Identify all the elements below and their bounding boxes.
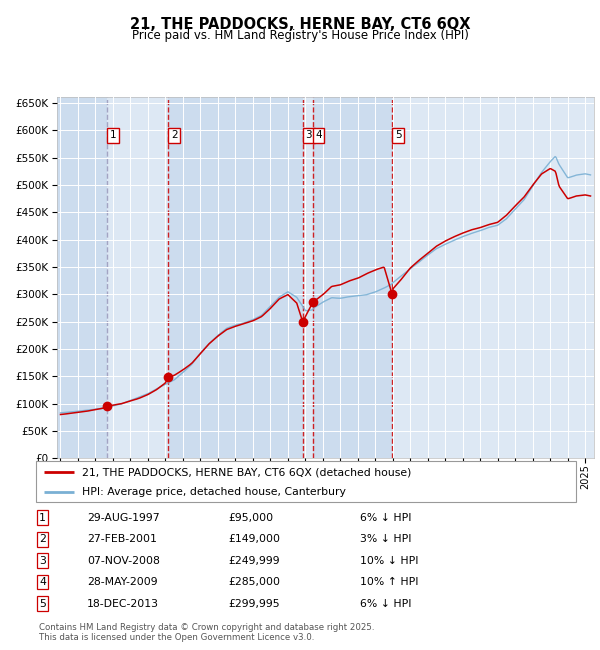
Text: 27-FEB-2001: 27-FEB-2001 xyxy=(87,534,157,544)
Text: £149,000: £149,000 xyxy=(228,534,280,544)
Text: Contains HM Land Registry data © Crown copyright and database right 2025.
This d: Contains HM Land Registry data © Crown c… xyxy=(39,623,374,642)
Bar xyxy=(168,98,303,458)
FancyBboxPatch shape xyxy=(36,462,576,502)
Text: 1: 1 xyxy=(39,513,46,523)
Text: Price paid vs. HM Land Registry's House Price Index (HPI): Price paid vs. HM Land Registry's House … xyxy=(131,29,469,42)
Bar xyxy=(313,98,392,458)
Text: 07-NOV-2008: 07-NOV-2008 xyxy=(87,556,160,566)
Bar xyxy=(107,98,168,458)
Text: 3: 3 xyxy=(39,556,46,566)
Text: 21, THE PADDOCKS, HERNE BAY, CT6 6QX (detached house): 21, THE PADDOCKS, HERNE BAY, CT6 6QX (de… xyxy=(82,467,411,477)
Bar xyxy=(392,98,594,458)
Text: 5: 5 xyxy=(395,131,401,140)
Text: £285,000: £285,000 xyxy=(228,577,280,587)
Text: 4: 4 xyxy=(315,131,322,140)
Text: 10% ↓ HPI: 10% ↓ HPI xyxy=(360,556,419,566)
Text: 3: 3 xyxy=(305,131,312,140)
Text: 1: 1 xyxy=(110,131,116,140)
Text: 6% ↓ HPI: 6% ↓ HPI xyxy=(360,599,412,608)
Bar xyxy=(57,98,107,458)
Text: £249,999: £249,999 xyxy=(228,556,280,566)
Text: 10% ↑ HPI: 10% ↑ HPI xyxy=(360,577,419,587)
Text: 4: 4 xyxy=(39,577,46,587)
Text: 21, THE PADDOCKS, HERNE BAY, CT6 6QX: 21, THE PADDOCKS, HERNE BAY, CT6 6QX xyxy=(130,17,470,32)
Text: 18-DEC-2013: 18-DEC-2013 xyxy=(87,599,159,608)
Text: £299,995: £299,995 xyxy=(228,599,280,608)
Text: £95,000: £95,000 xyxy=(228,513,273,523)
Text: 6% ↓ HPI: 6% ↓ HPI xyxy=(360,513,412,523)
Text: 2: 2 xyxy=(39,534,46,544)
Text: 5: 5 xyxy=(39,599,46,608)
Text: HPI: Average price, detached house, Canterbury: HPI: Average price, detached house, Cant… xyxy=(82,487,346,497)
Bar xyxy=(303,98,313,458)
Text: 28-MAY-2009: 28-MAY-2009 xyxy=(87,577,158,587)
Text: 3% ↓ HPI: 3% ↓ HPI xyxy=(360,534,412,544)
Text: 2: 2 xyxy=(171,131,178,140)
Text: 29-AUG-1997: 29-AUG-1997 xyxy=(87,513,160,523)
